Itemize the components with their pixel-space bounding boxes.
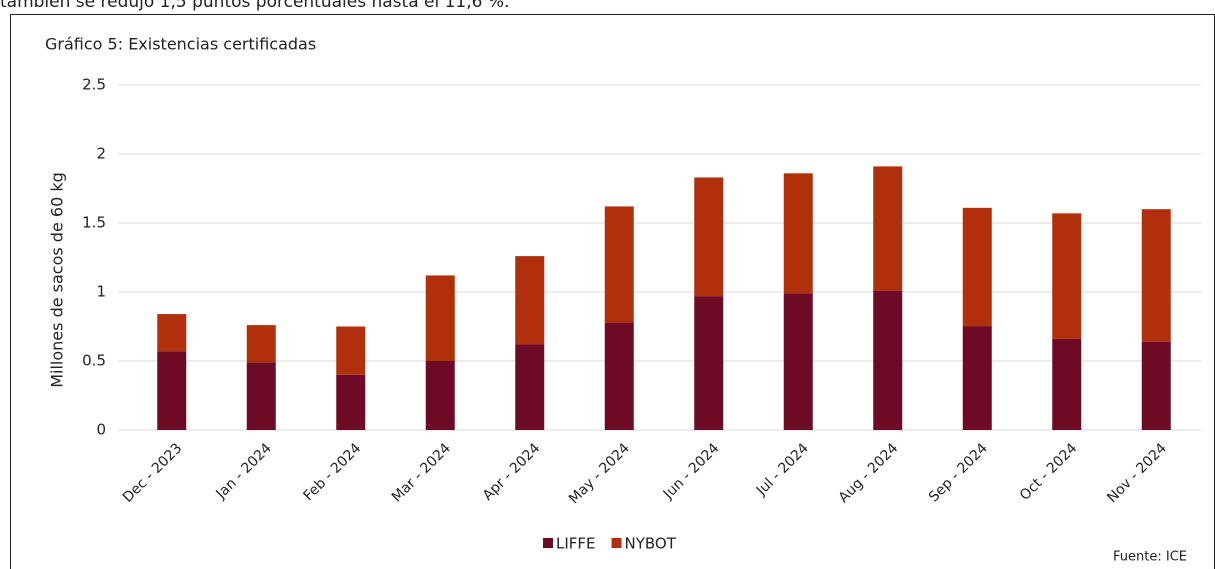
bar-segment bbox=[1141, 209, 1171, 342]
bar-segment bbox=[157, 351, 187, 430]
bar-segment bbox=[1052, 213, 1082, 339]
legend-swatch bbox=[611, 538, 622, 548]
bar-segment bbox=[425, 361, 455, 430]
x-tick-label: Oct - 2024 bbox=[1017, 440, 1081, 504]
bar-segment bbox=[515, 344, 545, 430]
x-tick-label: Sep - 2024 bbox=[926, 440, 991, 505]
x-tick-label: Aug - 2024 bbox=[836, 440, 902, 506]
bar-segment bbox=[783, 173, 813, 294]
y-tick-label: 1.5 bbox=[82, 214, 106, 232]
bar-segment bbox=[246, 362, 276, 430]
bar-segment bbox=[425, 275, 455, 361]
y-axis-label: Millones de sacos de 60 kg bbox=[48, 172, 67, 388]
bar-segment bbox=[873, 166, 903, 291]
legend-label: LIFFE bbox=[556, 535, 596, 553]
bar-segment bbox=[783, 293, 813, 430]
x-tick-label: Apr - 2024 bbox=[480, 440, 544, 504]
y-tick-label: 0 bbox=[96, 421, 106, 439]
bar-segment bbox=[694, 177, 724, 297]
source: Fuente: ICE bbox=[1113, 550, 1187, 565]
x-tick-label: May - 2024 bbox=[566, 440, 633, 507]
y-tick-label: 2 bbox=[96, 145, 106, 163]
legend-swatch bbox=[543, 538, 553, 548]
chart-title: Gráfico 5: Existencias certificadas bbox=[45, 35, 316, 54]
x-tick-label: Jul - 2024 bbox=[753, 440, 812, 499]
y-tick-label: 0.5 bbox=[82, 352, 106, 370]
bar-segment bbox=[1141, 341, 1171, 430]
bar-segment bbox=[336, 326, 366, 375]
x-tick-label: Dec - 2023 bbox=[120, 440, 186, 506]
bar-segment bbox=[515, 256, 545, 345]
bar-segment bbox=[694, 296, 724, 430]
x-tick-label: Feb - 2024 bbox=[301, 440, 365, 504]
bar-segment bbox=[962, 326, 992, 430]
bar-segment bbox=[336, 374, 366, 430]
bar-segment bbox=[1052, 338, 1082, 430]
bar-segment bbox=[604, 322, 634, 430]
y-tick-label: 2.5 bbox=[82, 76, 106, 94]
x-tick-label: Nov - 2024 bbox=[1104, 440, 1170, 506]
bar-segment bbox=[604, 206, 634, 323]
bar-segment bbox=[873, 290, 903, 430]
bar-segment bbox=[962, 207, 992, 327]
y-tick-label: 1 bbox=[96, 283, 106, 301]
legend-label: NYBOT bbox=[625, 535, 677, 553]
context-text: también se redujo 1,5 puntos porcentuale… bbox=[0, 0, 509, 12]
bar-segment bbox=[246, 325, 276, 363]
x-tick-label: Jan - 2024 bbox=[213, 440, 275, 502]
x-tick-label: Mar - 2024 bbox=[389, 440, 454, 505]
bar-segment bbox=[157, 314, 187, 352]
x-tick-label: Jun - 2024 bbox=[660, 440, 723, 503]
